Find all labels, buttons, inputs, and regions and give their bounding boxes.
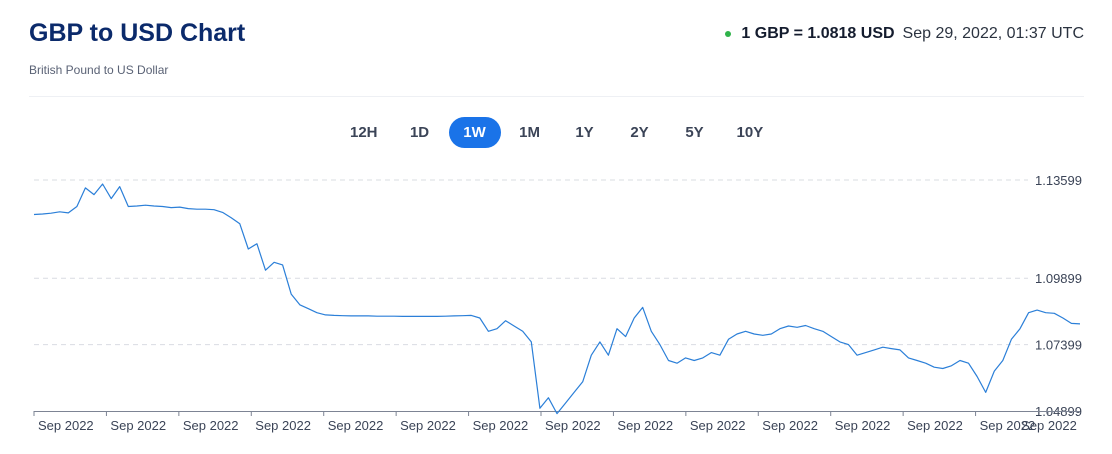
range-selector: 12H 1D 1W 1M 1Y 2Y 5Y 10Y: [337, 117, 779, 148]
range-5y-button[interactable]: 5Y: [669, 117, 721, 148]
live-status-dot: [725, 31, 732, 37]
x-tick-label: Sep 2022: [980, 418, 1036, 433]
y-tick-label: 1.09899: [1035, 271, 1082, 286]
x-tick-label: Sep 2022: [690, 418, 746, 433]
y-tick-label: 1.13599: [1035, 173, 1082, 188]
x-tick-label: Sep 2022: [762, 418, 818, 433]
rate-value: 1 GBP = 1.0818 USD: [741, 25, 895, 42]
header-divider: [29, 96, 1084, 97]
range-10y-button[interactable]: 10Y: [724, 117, 777, 148]
x-tick-label: Sep 2022: [1021, 418, 1077, 433]
x-tick-label: Sep 2022: [110, 418, 166, 433]
range-2y-button[interactable]: 2Y: [614, 117, 666, 148]
series-line: [33, 183, 1081, 415]
range-12h-button[interactable]: 12H: [337, 117, 391, 148]
x-tick-label: Sep 2022: [400, 418, 456, 433]
x-tick-label: Sep 2022: [617, 418, 673, 433]
range-1d-button[interactable]: 1D: [394, 117, 446, 148]
y-tick-label: 1.07399: [1035, 338, 1082, 353]
x-tick-label: Sep 2022: [328, 418, 384, 433]
x-tick-label: Sep 2022: [545, 418, 601, 433]
x-tick-label: Sep 2022: [38, 418, 94, 433]
rate-display: 1 GBP = 1.0818 USD Sep 29, 2022, 01:37 U…: [725, 25, 1084, 43]
x-tick-label: Sep 2022: [473, 418, 529, 433]
range-1m-button[interactable]: 1M: [504, 117, 556, 148]
page-subtitle: British Pound to US Dollar: [29, 63, 169, 77]
x-tick-label: Sep 2022: [835, 418, 891, 433]
x-tick-label: Sep 2022: [907, 418, 963, 433]
rate-timestamp: Sep 29, 2022, 01:37 UTC: [902, 25, 1084, 42]
range-1w-button[interactable]: 1W: [448, 117, 501, 148]
range-1y-button[interactable]: 1Y: [559, 117, 611, 148]
x-tick-label: Sep 2022: [183, 418, 239, 433]
x-tick-label: Sep 2022: [255, 418, 311, 433]
page-title: GBP to USD Chart: [29, 19, 246, 47]
